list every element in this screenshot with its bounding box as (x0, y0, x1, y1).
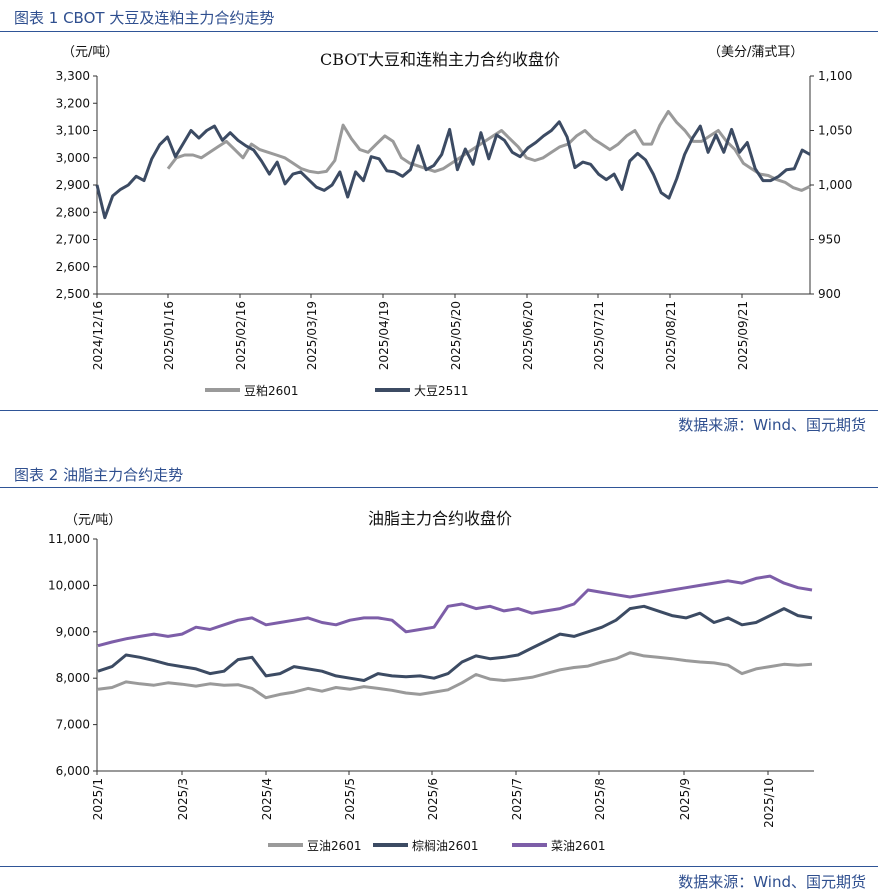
figure2-bottom-rule (0, 866, 878, 867)
x-tick-label: 2025/08/21 (664, 301, 678, 370)
left-tick-label: 2,500 (56, 287, 90, 301)
y-tick-label: 10,000 (48, 578, 90, 592)
y-tick-label: 7,000 (56, 718, 90, 732)
left-tick-label: 2,900 (56, 178, 90, 192)
x-tick-label: 2025/8 (593, 778, 607, 820)
x-tick-label: 2025/07/21 (592, 301, 606, 370)
line-soyoil (97, 651, 813, 700)
figure2-caption: 图表 2 油脂主力合约走势 (14, 466, 184, 484)
chart1-title: CBOT大豆和连粕主力合约收盘价 (320, 50, 560, 69)
x-tick-label: 2025/3 (176, 778, 190, 820)
right-tick-label: 900 (818, 287, 841, 301)
x-tick-label: 2025/7 (510, 778, 524, 820)
line-palmoil (97, 604, 813, 682)
left-tick-label: 3,200 (56, 96, 90, 110)
x-tick-label: 2025/09/21 (736, 301, 750, 370)
left-tick-label: 2,600 (56, 260, 90, 274)
right-tick-label: 1,000 (818, 178, 852, 192)
x-tick-label: 2025/4 (260, 778, 274, 820)
right-tick-label: 950 (818, 233, 841, 247)
line-soybean (95, 120, 811, 220)
y-tick-label: 6,000 (56, 764, 90, 778)
x-tick-label: 2025/02/16 (234, 301, 248, 370)
x-tick-label: 2025/5 (343, 778, 357, 820)
figure1-caption: 图表 1 CBOT 大豆及连粕主力合约走势 (14, 9, 275, 27)
chart1: CBOT大豆和连粕主力合约收盘价 （元/吨） （美分/蒲式耳） 2,500 2,6… (56, 45, 853, 398)
left-tick-label: 3,000 (56, 151, 90, 165)
y-tick-label: 8,000 (56, 671, 90, 685)
left-tick-label: 3,300 (56, 69, 90, 83)
left-tick-label: 2,800 (56, 205, 90, 219)
chart1-right-unit: （美分/蒲式耳） (708, 45, 803, 60)
x-tick-label: 2024/12/16 (91, 301, 105, 370)
legend-label-rapeoil: 菜油2601 (551, 839, 606, 853)
x-tick-label: 2025/1 (91, 778, 105, 820)
x-tick-label: 2025/05/20 (449, 301, 463, 370)
figure2-source: 数据来源：Wind、国元期货 (678, 873, 866, 891)
chart2-legend: 豆油2601 棕榈油2601 菜油2601 (268, 838, 606, 853)
y-tick-label: 11,000 (48, 532, 90, 546)
left-tick-label: 2,700 (56, 233, 90, 247)
chart2-y-unit: （元/吨） (65, 513, 121, 528)
line-rapeoil (97, 574, 813, 648)
chart1-legend: 豆粕2601 大豆2511 (205, 383, 469, 398)
y-tick-label: 9,000 (56, 625, 90, 639)
x-tick-label: 2025/06/20 (521, 301, 535, 370)
x-tick-label: 2025/03/19 (305, 301, 319, 370)
figure1-source: 数据来源：Wind、国元期货 (678, 416, 866, 434)
right-tick-label: 1,100 (818, 69, 852, 83)
legend-label-soymeal: 豆粕2601 (244, 383, 299, 398)
right-tick-label: 1,050 (818, 124, 852, 138)
x-tick-label: 2025/10 (762, 778, 776, 828)
chart1-left-unit: （元/吨） (62, 45, 118, 60)
legend-label-soybean: 大豆2511 (414, 384, 469, 398)
x-tick-label: 2025/9 (678, 778, 692, 820)
x-tick-label: 2025/01/16 (162, 301, 176, 370)
figure1-top-rule (0, 31, 878, 32)
chart2: 油脂主力合约收盘价 （元/吨） 6,000 7,000 8,000 9,000 10,0… (48, 509, 814, 853)
figure1-bottom-rule (0, 410, 878, 411)
legend-label-palmoil: 棕榈油2601 (412, 838, 479, 853)
left-tick-label: 3,100 (56, 124, 90, 138)
x-tick-label: 2025/04/19 (377, 301, 391, 370)
x-tick-label: 2025/6 (426, 778, 440, 820)
line-soymeal (166, 109, 811, 192)
figure2-top-rule (0, 487, 878, 488)
chart2-title: 油脂主力合约收盘价 (368, 509, 512, 528)
legend-label-soyoil: 豆油2601 (307, 839, 362, 853)
